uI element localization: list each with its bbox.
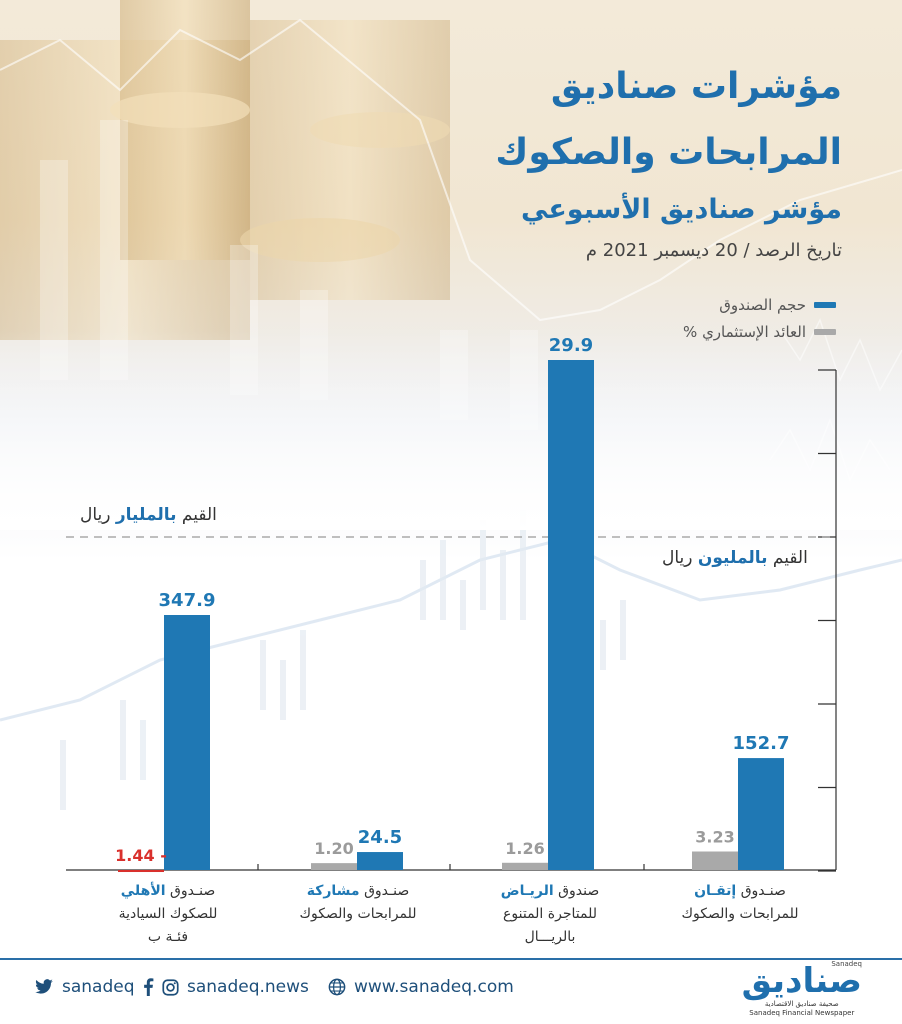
data-label-investment-return: 1.20 [314,839,353,858]
globe-icon [328,978,346,996]
bar-fund-size [164,615,210,870]
brand-tagline: صحيفة صناديق الاقتصادية [764,1000,839,1008]
brand-logo: Sanadeq صناديق صحيفة صناديق الاقتصادية S… [741,960,862,1018]
category-line3: بالريـــال [524,929,576,945]
legend-item-return: العائد الإستثماري % [683,323,836,341]
category-line2: للمرابحات والصكوك [299,906,417,922]
bar-investment-return [692,851,738,870]
data-label-investment-return: 1.26 [505,839,544,858]
website-link[interactable]: www.sanadeq.com [328,977,514,997]
legend-swatch-size [814,302,836,308]
report-date: تاريخ الرصد / 20 ديسمبر 2021 م [585,240,842,261]
category-label-musharaka: صنـدوق مشاركة للمرابحات والصكوك [278,880,438,926]
category-line1: صندوق الريـاض [470,880,630,903]
category-fund-name: الريـاض [500,883,554,899]
data-label-investment-return: 3.23 [695,828,734,847]
category-label-riyad: صندوق الريـاض للمتاجرة المتنوع بالريـــا… [470,880,630,949]
legend-swatch-return [814,329,836,335]
category-line1: صنـدوق مشاركة [278,880,438,903]
category-prefix: صنـدوق [364,883,410,899]
category-line2: للمتاجرة المتنوع [503,906,597,922]
data-label-fund-size: 29.9 [549,335,593,356]
data-label-investment-return: 1.44 - [115,846,167,865]
category-line2: للصكوك السيادية [118,906,218,922]
twitter-link[interactable]: sanadeq [34,977,135,997]
page-subtitle: مؤشر صناديق الأسبوعي [521,194,842,225]
category-label-ahli: صنـدوق الأهلي للصكوك السيادية فئـة ب [88,880,248,949]
category-line1: صنـدوق إتقـان [660,880,820,903]
unit-note-million: القيم بالمليون ريال [662,548,808,568]
brand-small-en: Sanadeq [831,960,862,968]
unit-million-prefix: القيم [772,548,808,568]
category-line2: للمرابحات والصكوك [681,906,799,922]
data-label-fund-size: 24.5 [358,827,402,848]
facebook-icon [144,978,154,996]
category-fund-name: مشاركة [306,883,360,899]
brand-tagline-en: Sanadeq Financial Newspaper [749,1009,855,1017]
legend-label-size: حجم الصندوق [719,296,806,314]
unit-billion-highlight: بالمليار [115,505,177,525]
category-fund-name: إتقـان [694,883,737,899]
instagram-link[interactable]: sanadeq.news [142,977,309,997]
bar-fund-size [548,360,594,870]
data-label-fund-size: 152.7 [733,733,790,754]
unit-million-highlight: بالمليون [697,548,768,568]
unit-million-suffix: ريال [662,548,693,568]
category-prefix: صنـدوق [170,883,216,899]
unit-billion-suffix: ريال [80,505,111,525]
brand-name: صناديق [741,961,862,1001]
footer-divider [0,958,902,960]
category-prefix: صنـدوق [740,883,786,899]
bar-fund-size [738,758,784,870]
bar-fund-size [357,852,403,870]
category-prefix: صندوق [558,883,600,899]
bar-investment-return [118,870,164,873]
unit-note-billion: القيم بالمليار ريال [80,505,217,525]
bar-investment-return [502,862,548,870]
instagram-icon [162,978,179,996]
category-line1: صنـدوق الأهلي [88,880,248,903]
twitter-handle: sanadeq [62,977,135,997]
category-fund-name: الأهلي [120,883,166,899]
category-label-itqan: صنـدوق إتقـان للمرابحات والصكوك [660,880,820,926]
category-line3: فئـة ب [147,929,189,945]
bar-investment-return [311,863,357,870]
page-title: مؤشرات صناديق [550,66,842,107]
data-label-fund-size: 347.9 [159,590,216,611]
legend-label-return: العائد الإستثماري % [683,323,806,341]
legend-item-size: حجم الصندوق [719,296,836,314]
twitter-icon [35,979,53,994]
page-title-line2: المرابحات والصكوك [495,132,842,173]
unit-billion-prefix: القيم [181,505,217,525]
instagram-handle: sanadeq.news [187,977,309,997]
website-url: www.sanadeq.com [354,977,514,997]
